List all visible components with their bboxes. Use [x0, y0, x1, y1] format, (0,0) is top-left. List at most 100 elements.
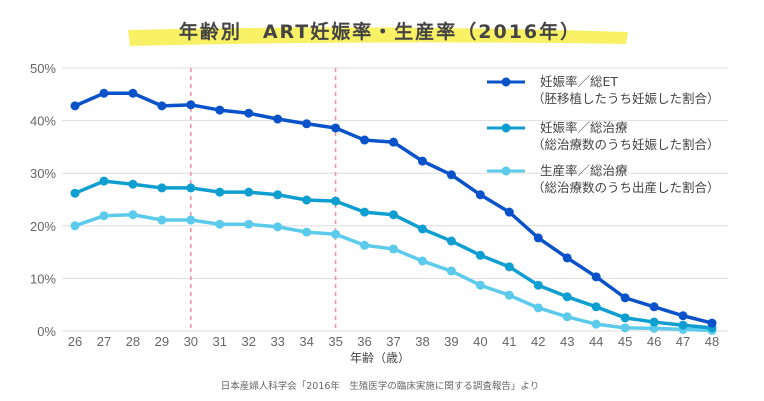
legend-marker: [501, 77, 511, 87]
data-point: [620, 313, 630, 323]
data-point: [504, 207, 514, 217]
data-point: [99, 88, 109, 98]
data-point: [562, 292, 572, 302]
x-tick-label: 34: [299, 334, 313, 349]
data-point: [70, 221, 80, 231]
data-point: [244, 219, 254, 229]
data-point: [620, 293, 630, 303]
data-point: [128, 210, 138, 220]
data-point: [649, 317, 659, 327]
series-妊娠率／総治療: [70, 176, 717, 333]
x-tick-label: 27: [97, 334, 111, 349]
data-point: [389, 210, 398, 220]
data-point: [678, 320, 688, 330]
data-point: [417, 256, 427, 266]
data-point: [649, 323, 659, 333]
data-point: [533, 303, 543, 313]
data-point: [128, 179, 138, 189]
y-tick-label: 20%: [30, 219, 56, 234]
x-tick-label: 37: [386, 334, 400, 349]
data-point: [360, 207, 370, 217]
data-point: [591, 319, 601, 329]
data-point: [417, 224, 427, 234]
title-highlight: [128, 27, 628, 46]
data-point: [360, 135, 370, 145]
data-point: [186, 100, 196, 110]
data-point: [157, 183, 167, 193]
data-point: [446, 236, 456, 246]
x-tick-label: 45: [618, 334, 632, 349]
x-tick-label: 26: [68, 334, 82, 349]
data-point: [70, 101, 80, 111]
data-point: [331, 229, 341, 239]
data-point: [417, 156, 427, 166]
data-point: [562, 312, 572, 322]
data-point: [99, 176, 109, 186]
data-point: [533, 233, 543, 243]
data-point: [446, 266, 456, 276]
legend-marker: [501, 166, 511, 176]
legend-marker: [501, 123, 511, 133]
data-point: [157, 101, 167, 111]
chart-title: 年齢別 ART妊娠率・生産率（2016年）: [179, 20, 581, 43]
data-point: [157, 215, 167, 225]
x-tick-label: 31: [213, 334, 227, 349]
y-tick-label: 30%: [30, 166, 56, 181]
y-tick-label: 40%: [30, 114, 56, 129]
x-tick-label: 43: [560, 334, 574, 349]
data-point: [302, 195, 312, 205]
x-tick-label: 44: [589, 334, 603, 349]
y-tick-label: 10%: [30, 271, 56, 286]
data-point: [620, 323, 630, 333]
x-tick-label: 32: [241, 334, 255, 349]
x-tick-label: 47: [676, 334, 690, 349]
data-point: [475, 190, 485, 200]
legend-sublabel: （総治療数のうち妊娠した割合）: [532, 137, 720, 152]
legend-sublabel: （総治療数のうち出産した割合）: [532, 180, 720, 195]
legend-label: 生産率／総治療: [540, 163, 628, 178]
data-point: [504, 262, 514, 272]
data-point: [331, 123, 341, 133]
data-point: [215, 187, 225, 197]
data-point: [302, 227, 312, 237]
legend-item: 妊娠率／総ET （胚移植したうち妊娠した割合）: [487, 74, 720, 106]
x-axis-label: 年齢（歳）: [350, 350, 410, 365]
y-tick-label: 50%: [30, 61, 56, 76]
data-point: [533, 280, 543, 290]
x-tick-label: 46: [647, 334, 661, 349]
x-tick-label: 39: [444, 334, 458, 349]
x-tick-label: 29: [155, 334, 169, 349]
data-point: [475, 280, 485, 290]
data-point: [389, 244, 398, 254]
data-point: [591, 302, 601, 312]
data-point: [475, 250, 485, 260]
x-tick-label: 42: [531, 334, 545, 349]
x-tick-label: 35: [328, 334, 342, 349]
data-point: [215, 219, 225, 229]
x-tick-label: 30: [184, 334, 198, 349]
data-point: [302, 119, 312, 129]
series-妊娠率／総ET: [70, 88, 717, 328]
data-point: [70, 188, 80, 198]
x-tick-label: 48: [705, 334, 719, 349]
data-point: [244, 108, 254, 118]
data-point: [186, 215, 196, 225]
data-point: [389, 137, 398, 147]
data-point: [331, 196, 341, 206]
data-point: [504, 290, 514, 300]
series-生産率／総治療: [70, 210, 717, 335]
data-point: [273, 190, 283, 200]
data-point: [99, 211, 109, 221]
legend-label: 妊娠率／総治療: [540, 120, 628, 135]
x-tick-label: 38: [415, 334, 429, 349]
x-tick-label: 36: [357, 334, 371, 349]
data-point: [186, 183, 196, 193]
data-point: [360, 240, 370, 250]
y-tick-label: 0%: [37, 324, 56, 339]
data-point: [678, 311, 688, 321]
data-point: [446, 170, 456, 180]
data-point: [244, 187, 254, 197]
x-tick-label: 40: [473, 334, 487, 349]
data-point: [215, 105, 225, 115]
